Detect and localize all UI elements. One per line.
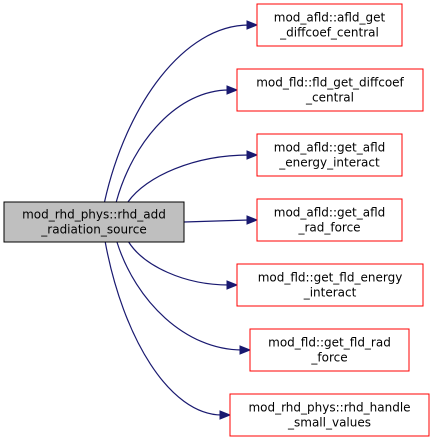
callee-node-c1-label-line-2: _diffcoef_central [279, 26, 379, 40]
arrowhead-c2 [226, 85, 239, 95]
root-function-node-box [3, 201, 185, 243]
callee-node-c5-box [236, 263, 424, 307]
callee-node-c4-box [256, 198, 403, 242]
callee-node-c2-box [236, 68, 424, 112]
callee-node-c5[interactable]: mod_fld::get_fld_energy_interact [236, 263, 424, 307]
callee-node-c6-box [249, 328, 410, 372]
edge-root-to-c2 [115, 89, 230, 203]
root-function-node-label-line-1: mod_rhd_phys::rhd_add [22, 208, 166, 222]
arrowhead-c3 [246, 150, 259, 160]
callee-node-c5-label-line-1: mod_fld::get_fld_energy [258, 271, 403, 285]
callee-node-c6-label-line-1: mod_fld::get_fld_rad [268, 336, 391, 350]
callee-node-c6-label-line-2: _force [310, 351, 347, 365]
arrowhead-c5 [226, 280, 239, 290]
callee-node-c4[interactable]: mod_afld::get_afld_rad_force [256, 198, 403, 242]
call-nodes: mod_rhd_phys::rhd_add_radiation_sourcemo… [3, 3, 430, 437]
callee-node-c1[interactable]: mod_afld::afld_get_diffcoef_central [256, 3, 403, 47]
callee-node-c7-box [229, 393, 430, 437]
edge-root-to-c1 [103, 24, 250, 203]
callee-node-c7-label-line-2: _small_values [287, 416, 371, 430]
arrowhead-c7 [219, 410, 232, 420]
call-edges [103, 20, 259, 420]
callee-node-c4-label-line-2: _rad_force [297, 221, 360, 235]
callee-node-c7[interactable]: mod_rhd_phys::rhd_handle_small_values [229, 393, 430, 437]
callee-node-c3-label-line-2: _energy_interact [278, 156, 380, 170]
arrowhead-c1 [246, 20, 259, 30]
arrowhead-c6 [239, 345, 252, 355]
callee-node-c2-label-line-2: _central [305, 91, 354, 105]
edge-root-to-c3 [127, 154, 250, 203]
callee-node-c3-label-line-1: mod_afld::get_afld [274, 141, 386, 155]
callee-node-c3[interactable]: mod_afld::get_afld_energy_interact [256, 133, 403, 177]
root-function-node-label-line-2: _radiation_source [40, 223, 146, 237]
callee-node-c7-label-line-1: mod_rhd_phys::rhd_handle [248, 401, 410, 415]
callee-node-c3-box [256, 133, 403, 177]
callee-node-c5-label-line-2: _interact [303, 286, 357, 300]
callee-node-c6[interactable]: mod_fld::get_fld_rad_force [249, 328, 410, 372]
arrowhead-c4 [246, 215, 259, 225]
edge-root-to-c4 [183, 219, 250, 223]
callee-node-c1-label-line-1: mod_afld::afld_get [274, 11, 386, 25]
edge-root-to-c7 [104, 241, 223, 416]
edge-root-to-c5 [128, 241, 230, 286]
callee-node-c2-label-line-1: mod_fld::fld_get_diffcoef [256, 76, 404, 90]
callee-node-c1-box [256, 3, 403, 47]
callee-node-c4-label-line-1: mod_afld::get_afld [274, 206, 386, 220]
root-function-node[interactable]: mod_rhd_phys::rhd_add_radiation_source [3, 201, 185, 243]
edge-root-to-c6 [116, 241, 243, 351]
callee-node-c2[interactable]: mod_fld::fld_get_diffcoef_central [236, 68, 424, 112]
